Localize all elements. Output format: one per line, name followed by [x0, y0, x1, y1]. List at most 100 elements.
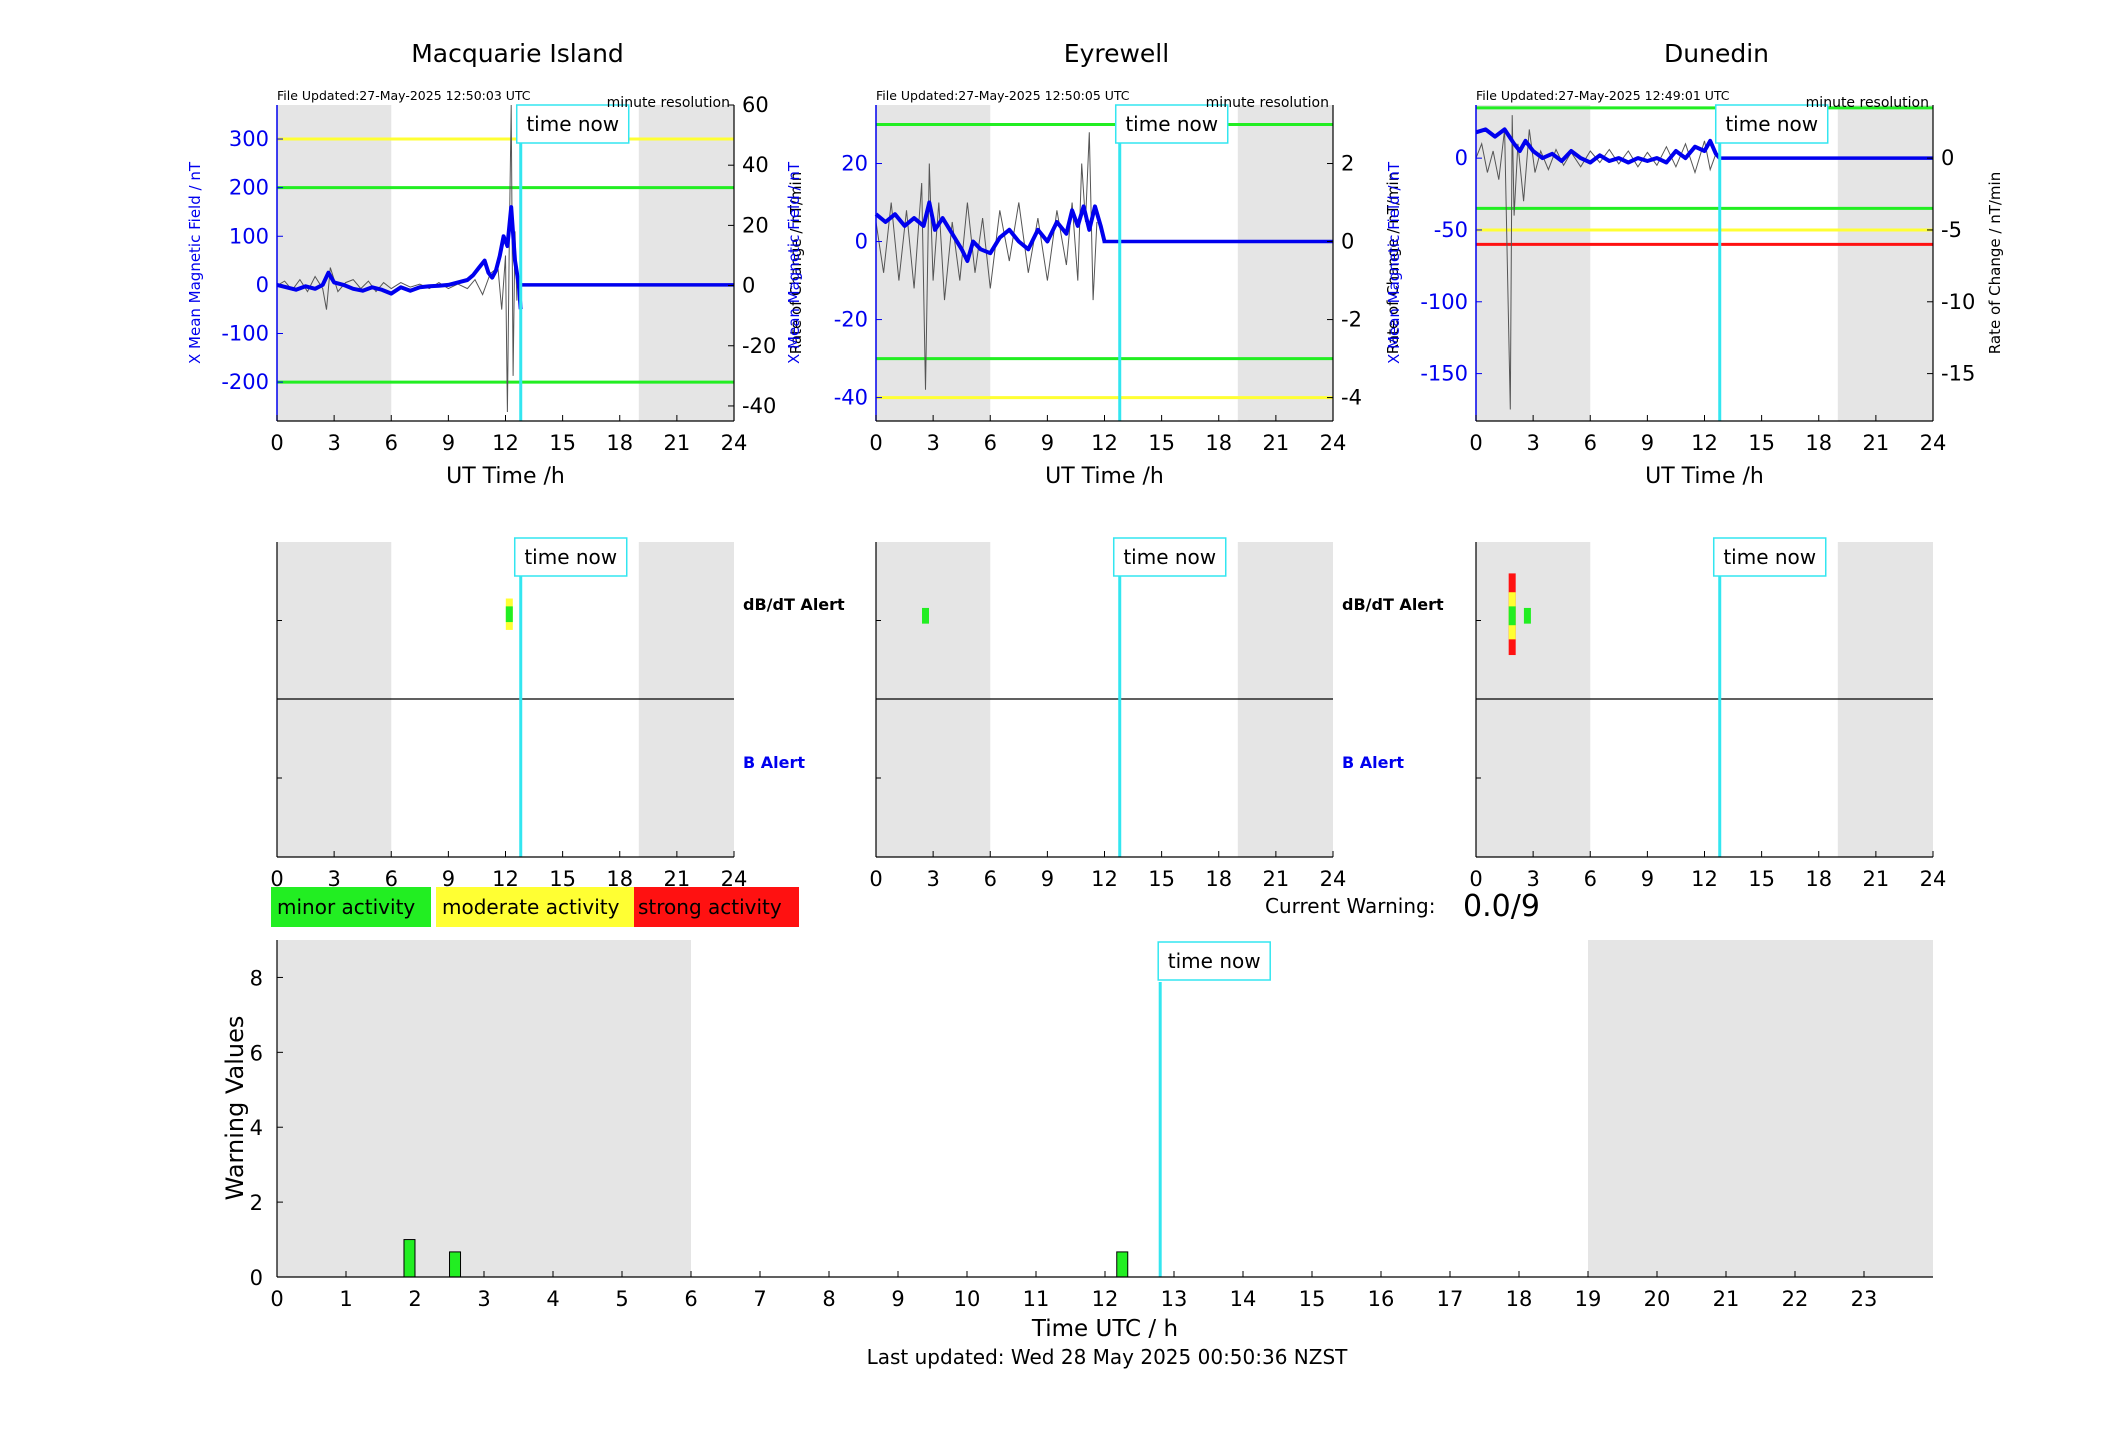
x-tick-label: 4	[546, 1287, 559, 1311]
time-now-label: time now	[1125, 112, 1218, 136]
x-tick-label: 24	[1920, 431, 1947, 455]
time-now-frame	[513, 537, 628, 577]
y-axis-label-right: Rate of Change / nT/min	[1986, 172, 2004, 354]
x-tick-label: 12	[1091, 431, 1118, 455]
current-warning-label: Current Warning:	[1265, 894, 1435, 918]
x-tick-label: 0	[270, 1287, 283, 1311]
x-tick-label: 15	[1299, 1287, 1326, 1311]
x-tick-label: 16	[1368, 1287, 1395, 1311]
y2-tick-label: 0	[1341, 230, 1354, 254]
x-tick-label: 5	[615, 1287, 628, 1311]
x-tick-label: 3	[926, 431, 939, 455]
x-tick-label: 21	[1863, 431, 1890, 455]
x-tick-label: 12	[1691, 431, 1718, 455]
time-now-label: time now	[1123, 545, 1216, 569]
x-tick-label: 6	[684, 1287, 697, 1311]
x-tick-label: 8	[822, 1287, 835, 1311]
x-tick-label: 13	[1161, 1287, 1188, 1311]
night-shade	[1837, 105, 1933, 421]
y-tick-label: -100	[221, 321, 269, 345]
legend-minor-label: minor activity	[277, 895, 415, 919]
x-tick-label: 0	[869, 431, 882, 455]
file-updated-label: File Updated:27-May-2025 12:50:03 UTC	[277, 88, 531, 103]
dbdt-alert-label: dB/dT Alert	[743, 595, 845, 614]
rate-of-change-series	[875, 132, 1098, 390]
x-tick-label: 21	[1263, 867, 1290, 891]
x-tick-label: 24	[1320, 867, 1347, 891]
y-axis-label-left: X Mean Magnetic Field / nT	[1385, 161, 1403, 364]
x-tick-label: 7	[753, 1287, 766, 1311]
y2-tick-label: 2	[1341, 152, 1354, 176]
resolution-label: minute resolution	[1206, 95, 1329, 111]
dbdt-alert-bar-green	[1523, 607, 1531, 624]
x-tick-label: 9	[442, 867, 455, 891]
x-tick-label: 9	[442, 431, 455, 455]
x-tick-label: 10	[954, 1287, 981, 1311]
x-tick-label: 22	[1782, 1287, 1809, 1311]
x-tick-label: 3	[327, 867, 340, 891]
last-updated-label: Last updated: Wed 28 May 2025 00:50:36 N…	[867, 1345, 1349, 1369]
x-tick-label: 18	[1205, 431, 1232, 455]
x-tick-label: 14	[1230, 1287, 1257, 1311]
eyrewell-alert-panel: time now 0 3 6 9 12 15 18 21 24 dB/dT Alert B Ale…	[869, 537, 1444, 891]
time-now-frame	[1112, 537, 1227, 577]
y-tick-label: 4	[250, 1116, 263, 1140]
y-tick-label: 300	[229, 127, 269, 151]
x-tick-label: 9	[1641, 431, 1654, 455]
x-tick-label: 21	[1263, 431, 1290, 455]
x-tick-label: 24	[1920, 867, 1947, 891]
y-axis-label-left: X Mean Magnetic Field / nT	[785, 161, 803, 364]
y-tick-label: 2	[250, 1191, 263, 1215]
night-shade	[638, 105, 734, 421]
x-axis-label: UT Time /h	[1645, 464, 1764, 489]
y-axis-label-right: Rate of Change / nT/min	[787, 172, 805, 354]
x-tick-label: 0	[869, 867, 882, 891]
y-tick-label: -20	[834, 308, 868, 332]
y-tick-label: -50	[1434, 218, 1468, 242]
time-now-box: time now	[1114, 104, 1229, 144]
x-tick-label: 18	[1506, 1287, 1533, 1311]
x-tick-label: 20	[1644, 1287, 1671, 1311]
x-tick-label: 19	[1575, 1287, 1602, 1311]
x-tick-label: 6	[385, 431, 398, 455]
warning-bar	[1116, 1251, 1129, 1278]
x-tick-label: 0	[270, 867, 283, 891]
night-shade	[277, 940, 691, 1277]
chart-title: Dunedin	[1664, 39, 1769, 68]
warning-bar	[449, 1251, 462, 1278]
legend-moderate-swatch	[436, 887, 634, 927]
b-alert-label: B Alert	[743, 753, 805, 772]
time-now-box: time now	[513, 537, 628, 577]
y-axis-label-left: X Mean Magnetic Field / nT	[186, 161, 204, 364]
file-updated-label: File Updated:27-May-2025 12:50:05 UTC	[876, 88, 1130, 103]
y2-tick-label: 40	[742, 153, 769, 177]
y-tick-label: 20	[841, 152, 868, 176]
x-axis-label: UT Time /h	[446, 464, 565, 489]
chart-title: Eyrewell	[1064, 39, 1169, 68]
x-tick-label: 12	[1691, 867, 1718, 891]
chart-title: Macquarie Island	[411, 39, 624, 68]
time-now-box: time now	[1112, 537, 1227, 577]
x-tick-label: 0	[1469, 431, 1482, 455]
dbdt-alert-bar-green	[1508, 606, 1516, 626]
dbdt-alert-bar-green	[505, 606, 513, 623]
y-tick-label: -150	[1420, 362, 1468, 386]
y-tick-label: 0	[1455, 146, 1468, 170]
y-tick-label: 0	[256, 273, 269, 297]
field-series	[874, 200, 1107, 263]
x-axis-label: UT Time /h	[1045, 464, 1164, 489]
y2-tick-label: 60	[742, 93, 769, 117]
x-tick-label: 0	[270, 431, 283, 455]
time-now-frame	[1712, 537, 1827, 577]
time-now-box: time now	[1714, 104, 1829, 144]
legend-strong-label: strong activity	[638, 895, 782, 919]
y-tick-label: -200	[221, 370, 269, 394]
x-tick-label: 3	[926, 867, 939, 891]
x-tick-label: 24	[721, 431, 748, 455]
alert-plot-area: time now 0 3 6 9 12 15 18 21 24	[869, 537, 1347, 891]
x-tick-label: 6	[1584, 431, 1597, 455]
